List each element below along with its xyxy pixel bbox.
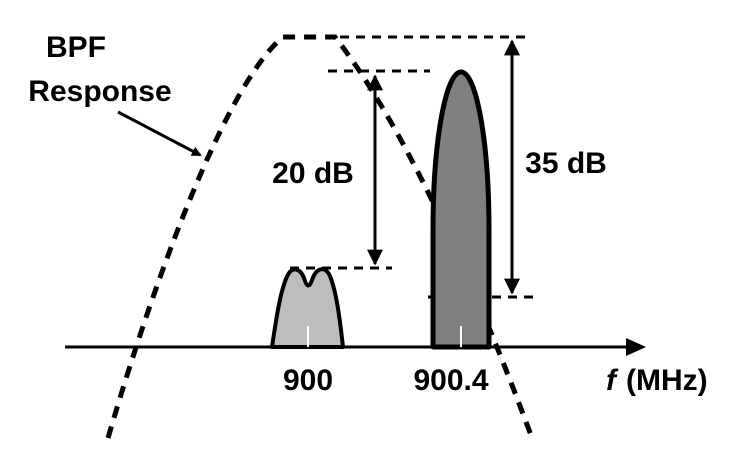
axis-unit-label: (MHz) (626, 364, 708, 397)
bpf-pointer-arrow (117, 110, 202, 157)
bpf-label-line2: Response (28, 75, 171, 108)
bpf-label-line1: BPF (46, 31, 106, 64)
gap-large-label: 35 dB (525, 147, 607, 180)
frequency-axis-arrow-icon (626, 338, 646, 356)
gap-small-label: 20 dB (272, 157, 354, 190)
tick-label-900: 900 (283, 364, 333, 397)
bpf-response-curve (105, 34, 535, 439)
tick-label-900-4: 900.4 (413, 364, 488, 397)
large-signal-shape (430, 69, 492, 350)
small-signal-shape (270, 267, 345, 349)
axis-variable-label: f (606, 364, 619, 397)
